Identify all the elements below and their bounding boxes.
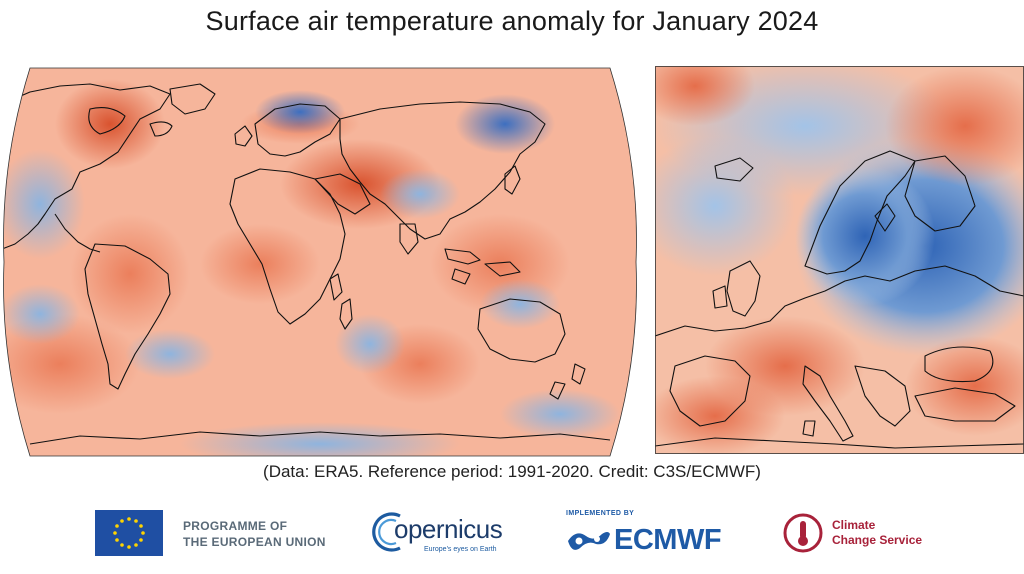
world-anomaly-map (3, 67, 637, 457)
data-credit: (Data: ERA5. Reference period: 1991-2020… (263, 462, 761, 481)
c3s-text: Climate Change Service (832, 518, 922, 548)
europe-anomaly-map (655, 66, 1024, 454)
eu-flag-icon (95, 510, 163, 556)
copernicus-arc-icon (372, 512, 401, 552)
c3s-line-1: Climate (832, 518, 876, 532)
ecmwf-implemented-by: IMPLEMENTED BY (566, 510, 635, 517)
ecmwf-logo: IMPLEMENTED BY ECMWF (562, 508, 752, 560)
eu-line-1: PROGRAMME OF (183, 519, 288, 533)
c3s-line-2: Change Service (832, 533, 923, 547)
copernicus-name: opernicus (394, 514, 503, 544)
eu-programme-text: PROGRAMME OF THE EUROPEAN UNION (183, 518, 326, 550)
footer-logos: PROGRAMME OF THE EUROPEAN UNION opernicu… (0, 506, 1024, 566)
ecmwf-name: ECMWF (614, 524, 722, 556)
c3s-logo: Climate Change Service (782, 508, 952, 560)
page-title: Surface air temperature anomaly for Janu… (205, 6, 819, 36)
ecmwf-wave-icon (568, 532, 610, 550)
thermometer-icon (783, 513, 823, 553)
copernicus-tagline: Europe's eyes on Earth (424, 546, 497, 553)
copernicus-logo: opernicus Europe's eyes on Earth (370, 508, 510, 560)
eu-line-2: THE EUROPEAN UNION (183, 535, 326, 549)
